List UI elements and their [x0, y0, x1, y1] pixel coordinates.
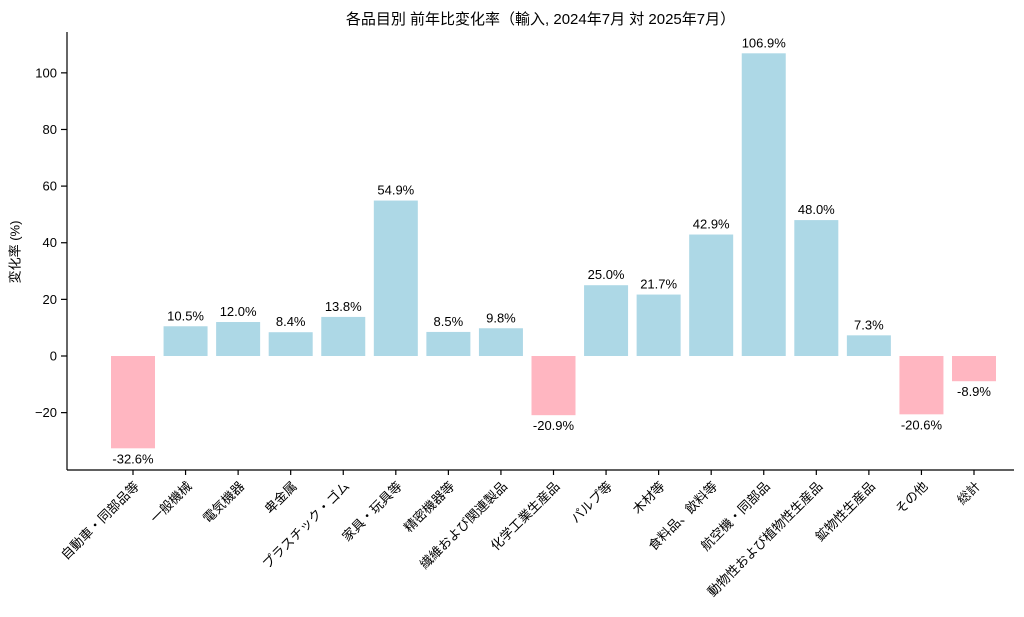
- x-tick-label: 総計: [954, 479, 983, 508]
- bar-value-label: 42.9%: [693, 217, 730, 232]
- bar-value-label: -20.6%: [901, 417, 943, 432]
- bar: [636, 294, 681, 356]
- bar-value-label: 21.7%: [640, 277, 677, 292]
- bar: [952, 356, 996, 382]
- bar: [899, 356, 944, 415]
- bar-value-label: -32.6%: [112, 451, 154, 466]
- x-tick-label: 木材等: [630, 479, 668, 517]
- bar: [111, 356, 155, 449]
- x-tick-label: 電気機器: [200, 479, 247, 526]
- y-tick-label: 0: [50, 349, 57, 364]
- chart-title: 各品目別 前年比変化率（輸入, 2024年7月 対 2025年7月）: [345, 11, 736, 28]
- bar-value-label: 8.4%: [276, 314, 306, 329]
- y-tick-label: 40: [43, 235, 57, 250]
- bar: [321, 316, 366, 356]
- bar-value-label: 48.0%: [798, 202, 835, 217]
- bar-value-label: 13.8%: [325, 299, 362, 314]
- y-tick-label: 20: [43, 292, 57, 307]
- x-tick-label: プラスチック・ゴム: [259, 479, 352, 572]
- bar: [741, 53, 786, 356]
- y-tick-label: 80: [43, 122, 57, 137]
- y-tick-label: −20: [35, 405, 57, 420]
- bar: [689, 234, 734, 356]
- y-tick-label: 100: [35, 65, 57, 80]
- bar-value-label: -20.9%: [533, 418, 575, 433]
- x-tick-label: 自動車・同部品等: [58, 479, 142, 563]
- bar-value-label: 12.0%: [220, 304, 257, 319]
- x-tick-label: 繊維および関連製品: [417, 479, 510, 572]
- bar-value-label: -8.9%: [957, 384, 991, 399]
- bar-value-label: 9.8%: [486, 310, 516, 325]
- bar-value-label: 54.9%: [377, 183, 414, 198]
- bar: [268, 332, 313, 356]
- bar: [373, 200, 418, 356]
- bar-value-label: 106.9%: [742, 35, 787, 50]
- x-tick-label: 精密機器等: [401, 479, 458, 536]
- bar-value-label: 8.5%: [434, 314, 464, 329]
- bar: [478, 328, 523, 356]
- y-tick-label: 60: [43, 179, 57, 194]
- bar: [163, 326, 208, 356]
- x-tick-label: その他: [892, 479, 930, 517]
- y-axis-label: 変化率 (%): [7, 220, 23, 284]
- bar-value-label: 7.3%: [854, 317, 884, 332]
- bar: [794, 220, 839, 356]
- bar: [426, 331, 471, 356]
- x-tick-label: 一般機械: [147, 479, 194, 526]
- x-tick-label: パルプ等: [568, 479, 615, 526]
- bar: [216, 322, 261, 356]
- bar-value-label: 10.5%: [167, 308, 204, 323]
- bar-value-label: 25.0%: [588, 267, 625, 282]
- bar: [846, 335, 891, 356]
- bar: [584, 285, 629, 356]
- x-tick-label: 卑金属: [262, 479, 300, 517]
- bar: [531, 356, 576, 416]
